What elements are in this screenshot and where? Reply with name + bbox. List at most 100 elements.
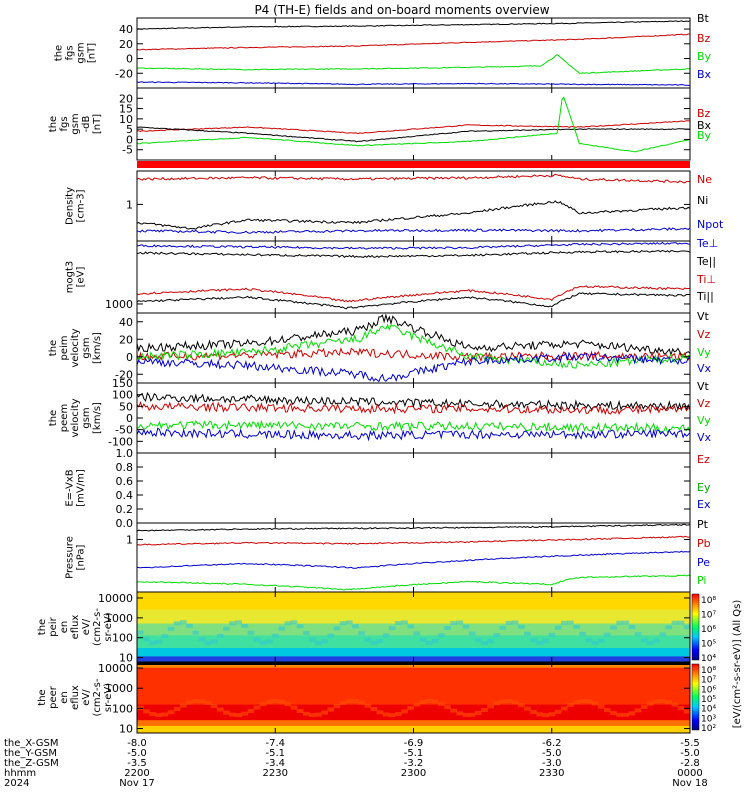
spectrogram-cell <box>235 713 242 718</box>
spectrogram-cell <box>677 706 685 711</box>
spectrogram-cell <box>640 704 648 709</box>
spectrogram-cell <box>634 708 642 713</box>
legend-pressure-Pb: Pb <box>697 537 711 550</box>
spectrogram-cell <box>554 625 562 630</box>
x-row-value: -3.2 <box>404 758 424 769</box>
legend-efield-Ez: Ez <box>697 453 710 466</box>
spectrogram-cell <box>462 624 470 629</box>
y-axis-label: eV/ <box>81 689 92 706</box>
spectrogram-cell <box>302 711 310 716</box>
y-axis-label: peer <box>48 685 59 709</box>
panel-peir: 10 100 1000 10000 the peir en eflux eV/(cm2-s-sr… <box>37 591 691 665</box>
spectrogram-cell <box>345 699 353 704</box>
y-axis-label: [eV] <box>76 267 87 288</box>
spectrogram-cell <box>646 640 654 645</box>
spectrogram-cell <box>216 707 224 712</box>
spectrogram-cell <box>216 633 224 638</box>
y-axis-label: [mV/m] <box>76 469 87 507</box>
spectrogram-cell <box>653 699 660 704</box>
series-peim-velocity-Vy <box>136 323 691 369</box>
x-row-value: -8.0 <box>127 738 147 749</box>
x-row-value: -3.5 <box>127 758 147 769</box>
x-row-label: the_X-GSM <box>4 738 58 749</box>
legend-temperature-Te⊥: Te⊥ <box>696 237 718 250</box>
series-density-Ni <box>136 200 691 230</box>
spectrogram-cell <box>511 620 519 625</box>
y-axis-label: velocity <box>70 398 81 437</box>
spectrogram-cell <box>579 698 587 703</box>
colorbar-tick: 10⁷ <box>701 611 716 621</box>
spectrogram-cell <box>597 704 605 709</box>
y-tick-label: 0 <box>126 53 133 66</box>
spectrogram-cell <box>204 640 212 645</box>
spectrogram-cell <box>536 640 544 645</box>
y-tick-label: -100 <box>108 435 133 448</box>
spectrogram-cell <box>278 699 285 704</box>
series-fgs-gsm-Bz <box>136 33 691 51</box>
colorbar-tick: 10³ <box>701 714 716 724</box>
legend-peim-velocity-Vz: Vz <box>697 328 711 341</box>
spectrogram-cell <box>253 705 261 710</box>
colorbar-tick: 10⁵ <box>701 640 716 650</box>
legend-peim-velocity-Vt: Vt <box>697 310 710 323</box>
spectrogram-cell <box>358 700 365 705</box>
spectrogram-cell <box>450 708 458 713</box>
spectrogram-cell <box>665 700 673 705</box>
spectrogram-cell <box>493 701 501 706</box>
series-peim-velocity-Vt <box>136 313 691 357</box>
spectrogram-cell <box>677 620 685 625</box>
y-tick-label: -20 <box>115 368 133 381</box>
spectrogram-cell <box>186 700 193 705</box>
x-row-value: -5.0 <box>680 748 700 759</box>
colorbar-tick: 10⁸ <box>701 666 716 676</box>
legend-pressure-Pt: Pt <box>697 518 709 531</box>
spectrogram-cell <box>364 703 371 708</box>
spectrogram-cell <box>302 631 310 636</box>
y-axis-label: peim <box>59 335 70 360</box>
legend-density-Ni: Ni <box>697 194 708 207</box>
spectrogram-cell <box>511 700 519 705</box>
spectrogram-cell <box>167 710 175 715</box>
legend-density-Ne: Ne <box>697 173 712 186</box>
panel-efield: 0.00.20.40.60.81.0 E=-VxB [mV/m] Ez Ey Ex <box>65 447 711 530</box>
legend-density-Npot: Npot <box>697 218 724 231</box>
y-tick-label: 1000 <box>105 298 133 311</box>
spectrogram-cell <box>468 712 476 717</box>
colorbar-tick: 10⁴ <box>701 654 716 664</box>
spectrogram-cell <box>198 637 206 642</box>
y-axis-label: [nPa] <box>76 544 87 570</box>
spectrogram-cell <box>309 713 316 718</box>
spectrogram-cell <box>339 621 347 626</box>
spectrogram-cell <box>167 626 175 631</box>
y-tick-label: -50 <box>115 424 133 437</box>
spectrogram-cell <box>143 637 150 642</box>
spectrogram-cell <box>548 712 556 717</box>
y-axis-label: the <box>37 689 48 705</box>
legend-peim-velocity-Vy: Vy <box>697 346 711 359</box>
spectrogram-cell <box>173 707 181 712</box>
y-axis-label: fgs <box>59 116 70 131</box>
spectrogram-cell <box>505 699 513 704</box>
y-axis-label: en <box>59 691 70 704</box>
spectrogram-band <box>137 720 690 727</box>
spectrogram-cell <box>524 706 531 711</box>
series-fgs-gsm-By <box>136 54 690 74</box>
series-peim-velocity-Vz <box>136 347 691 363</box>
spectrogram-cell <box>395 711 402 716</box>
spectrogram-cell <box>345 620 353 625</box>
spectrogram-cell <box>640 638 648 643</box>
spectrogram-cell <box>456 711 464 716</box>
y-axis-label: eV/ <box>81 618 92 635</box>
spectrogram-cell <box>143 709 150 714</box>
spectrogram-cell <box>444 626 451 631</box>
spectrogram-cell <box>358 631 365 636</box>
separator-band <box>137 161 690 168</box>
colorbar-tick: 10² <box>701 724 716 734</box>
legend-temperature-Te||: Te|| <box>696 255 716 268</box>
spectrogram-cell <box>247 708 255 713</box>
colorbar-cb-ion <box>691 593 700 661</box>
y-tick-label: 150 <box>112 377 133 390</box>
spectrogram-cell <box>683 625 691 630</box>
y-axis-label: gsm <box>81 407 92 428</box>
